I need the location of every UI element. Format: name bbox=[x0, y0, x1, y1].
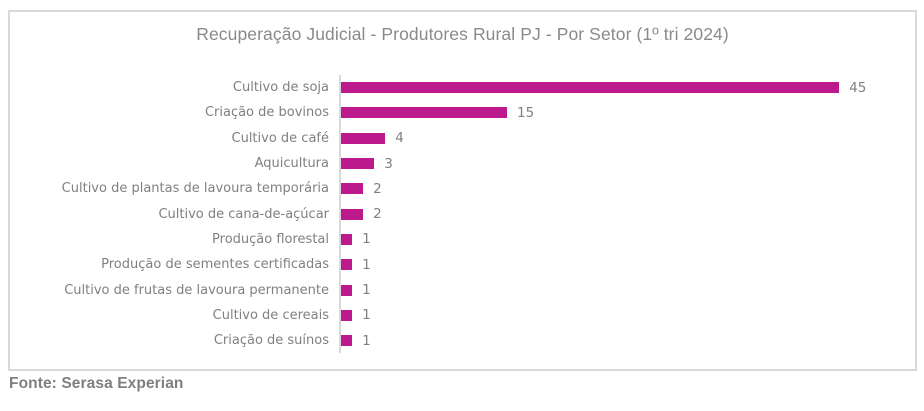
bar-area: 1 bbox=[339, 327, 915, 354]
value-label: 1 bbox=[362, 231, 371, 248]
bar-area: 1 bbox=[339, 226, 915, 253]
value-label: 45 bbox=[849, 79, 867, 96]
category-label: Cultivo de cereais bbox=[212, 307, 329, 323]
bar-row: Cultivo de cereais 1 bbox=[10, 302, 915, 328]
bar bbox=[341, 233, 353, 245]
bar-area: 4 bbox=[339, 125, 915, 151]
category-label: Produção de sementes certificadas bbox=[101, 257, 329, 273]
bar-row: Criação de suínos 1 bbox=[10, 327, 915, 354]
bar bbox=[341, 284, 353, 296]
bar-row: Cultivo de cana-de-açúcar 2 bbox=[10, 201, 915, 227]
bar bbox=[341, 208, 364, 220]
bar-area: 15 bbox=[339, 100, 915, 126]
bar bbox=[341, 82, 840, 94]
bar-row: Aquicultura 3 bbox=[10, 150, 915, 177]
value-label: 1 bbox=[362, 332, 371, 349]
bar bbox=[341, 132, 386, 144]
bar bbox=[341, 259, 353, 271]
bar-row: Cultivo de plantas de lavoura temporária… bbox=[10, 176, 915, 202]
bar-row: Cultivo de soja 45 bbox=[10, 75, 915, 101]
value-label: 15 bbox=[517, 104, 535, 121]
source-note: Fonte: Serasa Experian bbox=[9, 375, 184, 392]
bar bbox=[341, 158, 375, 170]
bar-row: Produção de sementes certificadas 1 bbox=[10, 252, 915, 278]
bar bbox=[341, 309, 353, 321]
category-label: Cultivo de frutas de lavoura permanente bbox=[64, 282, 329, 298]
bar-area: 3 bbox=[339, 150, 915, 177]
category-label: Cultivo de café bbox=[231, 130, 330, 146]
bar bbox=[341, 107, 508, 119]
bar-area: 1 bbox=[339, 277, 915, 303]
value-label: 1 bbox=[362, 256, 371, 273]
bar-area: 2 bbox=[339, 176, 915, 202]
bar bbox=[341, 183, 364, 195]
category-label: Criação de suínos bbox=[213, 333, 329, 349]
category-label: Cultivo de cana-de-açúcar bbox=[158, 206, 329, 222]
bar-row: Cultivo de café 4 bbox=[10, 125, 915, 151]
value-label: 4 bbox=[395, 130, 404, 147]
category-label: Produção florestal bbox=[212, 231, 329, 247]
category-label: Cultivo de soja bbox=[232, 80, 329, 96]
bar-row: Produção florestal 1 bbox=[10, 226, 915, 253]
bar-row: Criação de bovinos 15 bbox=[10, 100, 915, 126]
bar-row: Cultivo de frutas de lavoura permanente … bbox=[10, 277, 915, 303]
chart-frame: Recuperação Judicial - Produtores Rural … bbox=[8, 10, 917, 371]
bar-area: 2 bbox=[339, 201, 915, 227]
value-label: 3 bbox=[384, 155, 393, 172]
value-label: 2 bbox=[373, 180, 382, 197]
bar-area: 1 bbox=[339, 302, 915, 328]
chart-title: Recuperação Judicial - Produtores Rural … bbox=[196, 24, 729, 44]
category-label: Criação de bovinos bbox=[204, 105, 329, 121]
bar-rows: Cultivo de soja 45 Criação de bovinos 15… bbox=[10, 75, 915, 354]
value-label: 1 bbox=[362, 307, 371, 324]
bar bbox=[341, 335, 353, 347]
bar-area: 1 bbox=[339, 252, 915, 278]
category-label: Aquicultura bbox=[254, 156, 329, 172]
value-label: 2 bbox=[373, 206, 382, 223]
value-label: 1 bbox=[362, 282, 371, 299]
bar-area: 45 bbox=[339, 75, 915, 101]
category-label: Cultivo de plantas de lavoura temporária bbox=[61, 181, 329, 197]
